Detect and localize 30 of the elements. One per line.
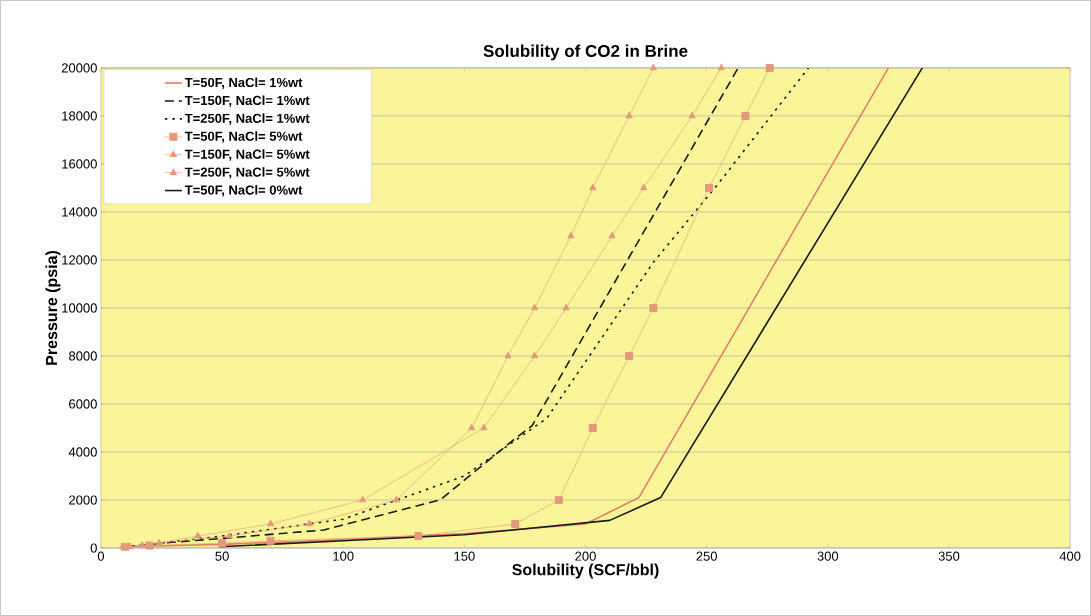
legend-label: T=150F, NaCl= 5%wt (184, 149, 310, 161)
x-tick-label: 100 (333, 551, 354, 561)
y-tick-label: 16000 (62, 159, 97, 169)
x-tick-label: 250 (696, 551, 717, 561)
x-tick-label: 300 (817, 551, 839, 561)
y-tick-label: 14000 (62, 207, 97, 217)
legend-label: T=250F, NaCl= 5%wt (184, 167, 310, 179)
y-tick-label: 0 (90, 543, 97, 553)
x-tick-label: 400 (1059, 551, 1081, 561)
legend-label: T=150F, NaCl= 1%wt (184, 95, 310, 107)
y-tick-label: 18000 (62, 111, 97, 121)
x-tick-label: 350 (938, 551, 960, 561)
y-tick-label: 2000 (69, 495, 97, 505)
y-tick-label: 4000 (68, 447, 97, 457)
x-axis-title: Solubility (SCF/bbl) (512, 563, 659, 579)
x-tick-label: 150 (454, 551, 475, 561)
y-tick-label: 12000 (62, 255, 97, 265)
y-axis-title: Pressure (psia) (45, 251, 61, 365)
legend-label: T=50F, NaCl= 5%wt (184, 131, 303, 143)
y-tick-label: 10000 (62, 303, 97, 313)
chart-title: Solubility of CO2 in Brine (483, 44, 688, 61)
x-tick-label: 200 (575, 551, 596, 561)
y-tick-label: 20000 (61, 63, 97, 73)
y-tick-label: 8000 (69, 351, 97, 361)
y-tick-label: 6000 (69, 399, 97, 409)
legend-label: T=250F, NaCl= 1%wt (184, 113, 310, 125)
legend-label: T=50F, NaCl= 0%wt (184, 185, 303, 197)
x-tick-label: 0 (97, 551, 105, 561)
legend-label: T=50F, NaCl= 1%wt (184, 77, 303, 90)
x-tick-label: 50 (215, 551, 229, 561)
